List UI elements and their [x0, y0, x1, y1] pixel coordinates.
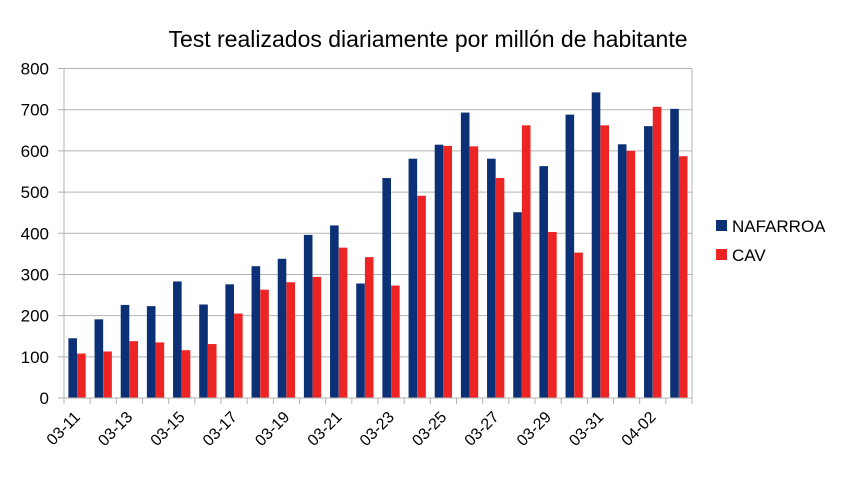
- bar-nafarroa-03-30: [565, 114, 575, 398]
- bar-cav-04-02: [652, 106, 662, 398]
- bar-nafarroa-03-20: [303, 234, 313, 398]
- bar-cav-03-22: [364, 257, 374, 398]
- bar-nafarroa-03-17: [225, 284, 234, 398]
- bar-nafarroa-04-03: [670, 108, 679, 399]
- x-axis-ticks: 03-11 03-13 03-15 03-17 03-19 03-21 03-23 03-25…: [44, 398, 693, 450]
- bar-nafarroa-04-02: [644, 126, 653, 398]
- bar-cav-03-25: [443, 145, 453, 398]
- y-tick-label: 500: [21, 183, 49, 202]
- y-tick-label: 200: [21, 307, 49, 326]
- bar-cav-03-16: [207, 344, 217, 398]
- x-tick-label: 03-25: [409, 409, 450, 450]
- bar-nafarroa-03-22: [356, 283, 365, 398]
- axes: [58, 68, 693, 399]
- bar-nafarroa-03-15: [173, 281, 182, 398]
- x-tick-label: 03-19: [252, 409, 293, 450]
- bar-cav-03-13: [129, 341, 139, 398]
- bar-cav-03-31: [600, 125, 610, 399]
- legend-swatch-cav: [716, 249, 727, 260]
- bar-cav-04-01: [626, 150, 636, 398]
- bar-nafarroa-03-11: [68, 338, 77, 398]
- legend-label-cav: CAV: [732, 246, 766, 265]
- x-tick-label: 03-31: [566, 409, 607, 450]
- bar-cav-03-17: [234, 313, 243, 398]
- bar-cav-03-11: [77, 353, 86, 398]
- y-tick-label: 0: [40, 389, 49, 408]
- bar-cav-03-12: [103, 351, 112, 398]
- x-tick-label: 03-21: [305, 409, 346, 450]
- bar-cav-03-29: [548, 232, 557, 398]
- bar-nafarroa-03-19: [277, 258, 287, 398]
- bar-nafarroa-03-14: [146, 306, 156, 398]
- x-tick-label: 03-29: [514, 409, 555, 450]
- x-tick-label: 04-02: [619, 409, 660, 450]
- bar-cav-03-15: [181, 350, 191, 398]
- bar-nafarroa-03-13: [120, 304, 130, 398]
- bar-nafarroa-03-24: [408, 158, 418, 398]
- bar-nafarroa-04-01: [617, 144, 627, 398]
- x-tick-label: 03-13: [95, 409, 136, 450]
- bar-nafarroa-03-21: [330, 225, 339, 398]
- y-tick-label: 400: [21, 224, 49, 243]
- y-tick-label: 600: [21, 142, 49, 161]
- chart-title: Test realizados diariamente por millón d…: [168, 26, 687, 52]
- bar-nafarroa-03-27: [487, 158, 496, 398]
- bar-nafarroa-03-26: [460, 112, 470, 399]
- x-tick-label: 03-11: [44, 409, 84, 449]
- bar-nafarroa-03-28: [513, 212, 522, 398]
- legend-label-nafarroa: NAFARROA: [732, 217, 826, 236]
- y-tick-label: 300: [21, 265, 49, 284]
- legend: NAFARROA CAV: [716, 217, 826, 265]
- bars: [68, 92, 688, 399]
- bar-nafarroa-03-12: [94, 319, 104, 398]
- y-tick-label: 700: [21, 101, 49, 120]
- bar-cav-03-19: [286, 282, 296, 398]
- x-tick-label: 03-23: [357, 409, 398, 450]
- bar-cav-03-20: [312, 276, 322, 398]
- bar-nafarroa-03-29: [539, 166, 548, 398]
- bar-cav-03-21: [338, 247, 348, 398]
- bar-nafarroa-03-23: [382, 178, 391, 398]
- bar-cav-03-24: [417, 195, 426, 398]
- y-tick-label: 800: [21, 60, 49, 79]
- bar-nafarroa-03-16: [199, 304, 208, 398]
- bar-nafarroa-03-25: [434, 144, 444, 398]
- y-axis-ticks: 0 100 200 300 400 500 600 700 800: [21, 60, 49, 409]
- bar-cav-03-30: [574, 252, 583, 398]
- bar-nafarroa-03-18: [251, 266, 261, 398]
- bar-cav-03-26: [469, 146, 479, 398]
- x-tick-label: 03-17: [200, 409, 241, 450]
- bar-cav-03-18: [260, 289, 269, 398]
- legend-swatch-nafarroa: [716, 220, 727, 231]
- bar-cav-03-14: [155, 342, 165, 398]
- x-tick-label: 03-27: [462, 409, 503, 450]
- bar-cav-03-27: [495, 178, 505, 398]
- x-tick-label: 03-15: [148, 409, 189, 450]
- bar-nafarroa-03-31: [591, 92, 601, 399]
- bar-cav-03-23: [391, 285, 400, 398]
- bar-cav-04-03: [678, 156, 688, 398]
- bar-cav-03-28: [521, 125, 531, 399]
- y-tick-label: 100: [21, 348, 49, 367]
